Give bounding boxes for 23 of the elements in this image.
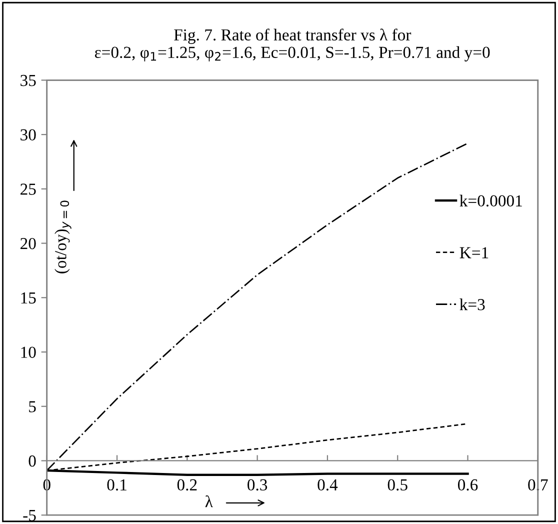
x-tick-label: 0.2 bbox=[177, 479, 197, 491]
x-axis-title: λ bbox=[205, 495, 213, 508]
y-axis-title: (ot/oy)$_{y=0}$ bbox=[54, 200, 72, 274]
x-tick-label: 0.3 bbox=[248, 479, 268, 491]
x-tick-label: 0.7 bbox=[528, 479, 548, 491]
y-tick-label: 25 bbox=[20, 184, 36, 195]
x-tick-label: 0.5 bbox=[388, 479, 408, 491]
legend-label: k=3 bbox=[460, 298, 485, 310]
legend-label: K=1 bbox=[460, 247, 488, 258]
x-tick-label: 0 bbox=[43, 479, 50, 491]
y-tick-label: 30 bbox=[20, 129, 36, 140]
legend-label: k=0.0001 bbox=[460, 194, 522, 207]
x-tick-label: 0.6 bbox=[458, 479, 478, 491]
x-tick-label: 0.4 bbox=[318, 479, 338, 491]
y-tick-label: 20 bbox=[20, 238, 36, 250]
y-tick-label: 5 bbox=[29, 401, 36, 412]
y-tick-label: 15 bbox=[21, 292, 36, 304]
x-tick-label: 0.1 bbox=[107, 479, 126, 491]
y-tick-label: 0 bbox=[28, 455, 36, 467]
y-tick-label: -5 bbox=[23, 510, 36, 522]
chart-title: Fig. 7. Rate of heat transfer vs λ for ε=0.2, φ$_{1}$=1.25, φ$_{2}$=1.6, Ec=0.01, S=-1.5, Pr=0.71 and y=0 bbox=[94, 28, 490, 62]
y-tick-label: 10 bbox=[21, 346, 36, 358]
y-tick-label: 35 bbox=[20, 74, 36, 86]
